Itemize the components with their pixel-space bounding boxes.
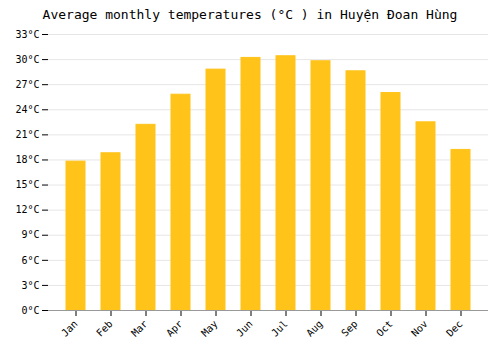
svg-text:Oct: Oct <box>374 318 395 339</box>
svg-text:Feb: Feb <box>94 318 115 339</box>
svg-text:6°C: 6°C <box>21 255 39 266</box>
svg-text:Sep: Sep <box>339 318 360 339</box>
svg-text:21°C: 21°C <box>15 129 39 140</box>
svg-text:27°C: 27°C <box>15 79 39 90</box>
svg-text:Aug: Aug <box>304 318 325 339</box>
svg-text:May: May <box>199 318 220 339</box>
svg-text:Nov: Nov <box>409 318 430 339</box>
svg-text:24°C: 24°C <box>15 104 39 115</box>
svg-text:Jan: Jan <box>59 318 80 339</box>
svg-text:Apr: Apr <box>164 318 185 339</box>
svg-text:15°C: 15°C <box>15 179 39 190</box>
svg-text:30°C: 30°C <box>15 54 39 65</box>
svg-text:Jun: Jun <box>234 318 255 339</box>
svg-text:Mar: Mar <box>129 318 150 339</box>
svg-text:9°C: 9°C <box>21 229 39 240</box>
svg-text:Jul: Jul <box>269 318 290 339</box>
html-text:Average monthly temperatures (: Average monthly temperatures (°C ) in Hu… <box>42 7 458 22</box>
svg-text:33°C: 33°C <box>15 29 39 40</box>
svg-text:0°C: 0°C <box>21 305 39 316</box>
svg-text:12°C: 12°C <box>15 204 39 215</box>
svg-text:18°C: 18°C <box>15 154 39 165</box>
svg-text:3°C: 3°C <box>21 280 39 291</box>
svg-text:Dec: Dec <box>444 318 465 339</box>
